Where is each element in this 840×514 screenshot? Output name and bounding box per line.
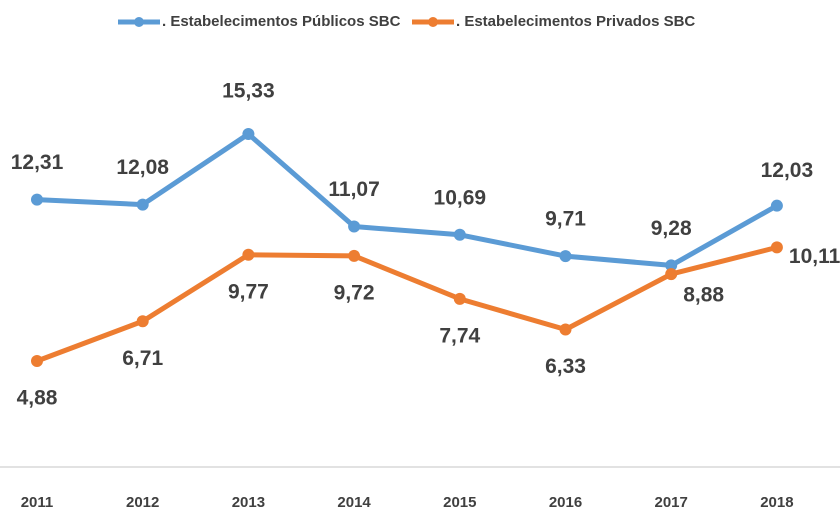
data-label: 6,33 [545,355,586,378]
data-label: 4,88 [17,387,58,410]
point [665,268,678,281]
data-label: 9,28 [651,217,692,240]
x-tick-label: 2014 [337,494,371,511]
legend-marker [134,17,144,27]
point [559,250,572,263]
point [348,249,361,262]
point [770,241,783,254]
point [665,259,678,272]
x-tick-label: 2012 [126,494,159,511]
x-tick-label: 2011 [21,494,54,511]
point [242,127,255,140]
data-label: 12,03 [761,159,814,182]
data-label: 6,71 [122,347,163,370]
point [559,323,572,336]
series-line [36,131,779,268]
x-tick-label: 2016 [549,494,582,511]
data-label: 12,31 [11,151,64,174]
x-tick-label: 2018 [760,494,793,511]
x-tick-label: 2017 [655,494,688,511]
data-label: 15,33 [222,80,275,103]
series-line [36,244,778,364]
data-label: 9,72 [334,281,375,304]
point [31,193,43,206]
legend-label: . Estabelecimentos Privados SBC [456,13,695,30]
data-label: 11,07 [328,178,379,201]
data-label: 7,74 [439,324,480,347]
data-label: 10,69 [434,186,487,209]
x-tick-label: 2015 [443,494,476,511]
legend-marker [428,17,438,27]
data-label: 9,71 [545,208,586,231]
point [136,315,149,328]
point [31,354,43,367]
data-label: 12,08 [116,156,169,179]
point [348,220,361,233]
x-tick-label: 2013 [232,494,265,511]
point [242,248,255,261]
data-label: 9,77 [228,280,269,303]
legend-label: . Estabelecimentos Públicos SBC [162,13,401,30]
data-label: 8,88 [683,284,724,307]
data-label: 10,11 [789,245,840,268]
point [770,199,783,212]
point [453,292,466,305]
point [136,198,149,211]
point [453,228,466,241]
